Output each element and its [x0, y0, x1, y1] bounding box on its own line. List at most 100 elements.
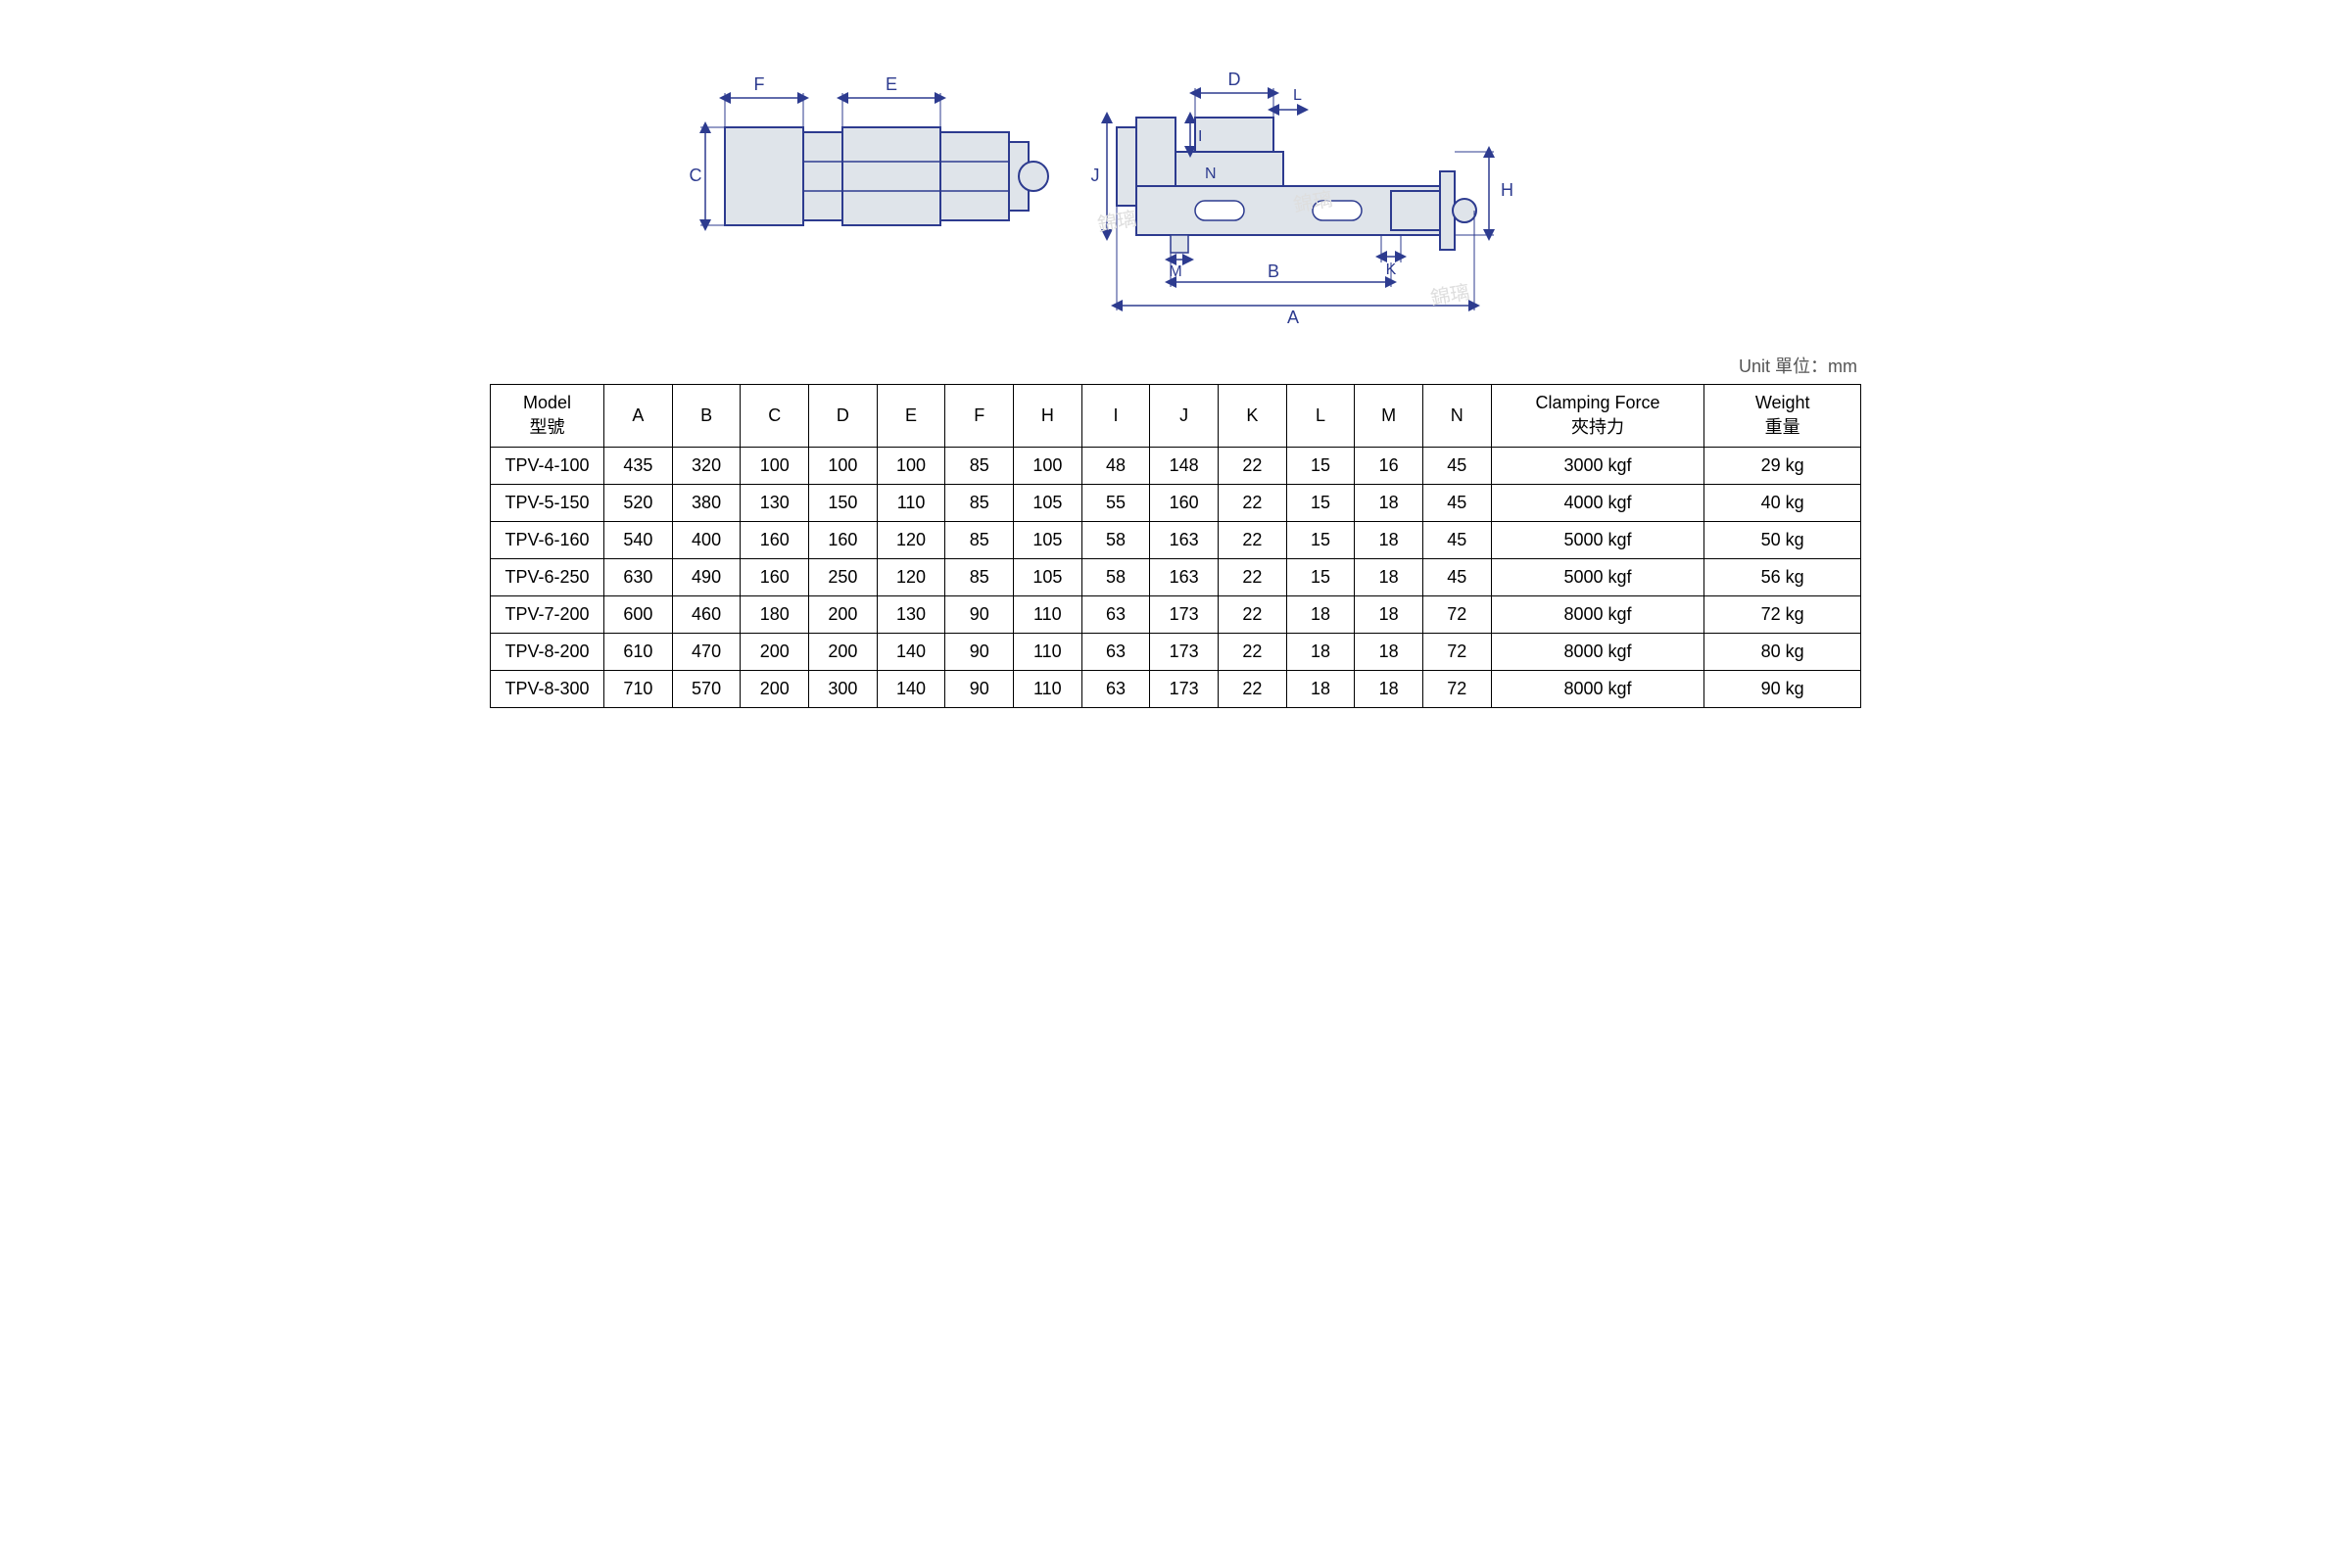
value-cell: 72: [1422, 634, 1491, 671]
col-header: H: [1014, 385, 1082, 448]
col-header: Weight重量: [1704, 385, 1861, 448]
value-cell: 460: [672, 596, 741, 634]
value-cell: 100: [1014, 448, 1082, 485]
value-cell: 90: [945, 596, 1014, 634]
value-cell: 600: [604, 596, 673, 634]
value-cell: 18: [1286, 634, 1355, 671]
value-cell: 22: [1219, 634, 1287, 671]
value-cell: 18: [1355, 485, 1423, 522]
value-cell: 18: [1286, 596, 1355, 634]
value-cell: 72: [1422, 596, 1491, 634]
col-header: F: [945, 385, 1014, 448]
col-header: Model型號: [491, 385, 604, 448]
value-cell: 40 kg: [1704, 485, 1861, 522]
value-cell: 18: [1355, 559, 1423, 596]
value-cell: 22: [1219, 671, 1287, 708]
table-row: TPV-6-1605404001601601208510558163221518…: [491, 522, 1861, 559]
col-header: D: [809, 385, 878, 448]
value-cell: 160: [741, 522, 809, 559]
value-cell: 48: [1081, 448, 1150, 485]
value-cell: 130: [741, 485, 809, 522]
value-cell: 45: [1422, 485, 1491, 522]
value-cell: 45: [1422, 448, 1491, 485]
unit-label: Unit 單位：mm: [494, 353, 1857, 378]
value-cell: 400: [672, 522, 741, 559]
value-cell: 180: [741, 596, 809, 634]
table-row: TPV-4-1004353201001001008510048148221516…: [491, 448, 1861, 485]
table-row: TPV-5-1505203801301501108510555160221518…: [491, 485, 1861, 522]
value-cell: 200: [809, 634, 878, 671]
value-cell: 200: [809, 596, 878, 634]
value-cell: 22: [1219, 485, 1287, 522]
model-cell: TPV-4-100: [491, 448, 604, 485]
value-cell: 320: [672, 448, 741, 485]
value-cell: 173: [1150, 596, 1219, 634]
dim-label-F: F: [754, 74, 765, 94]
value-cell: 63: [1081, 596, 1150, 634]
value-cell: 8000 kgf: [1491, 634, 1704, 671]
value-cell: 8000 kgf: [1491, 671, 1704, 708]
value-cell: 130: [877, 596, 945, 634]
value-cell: 18: [1355, 671, 1423, 708]
dim-label-L: L: [1293, 87, 1302, 104]
value-cell: 163: [1150, 559, 1219, 596]
col-header: M: [1355, 385, 1423, 448]
value-cell: 100: [877, 448, 945, 485]
value-cell: 105: [1014, 559, 1082, 596]
value-cell: 15: [1286, 485, 1355, 522]
value-cell: 63: [1081, 634, 1150, 671]
table-row: TPV-6-2506304901602501208510558163221518…: [491, 559, 1861, 596]
value-cell: 55: [1081, 485, 1150, 522]
col-header: K: [1219, 385, 1287, 448]
value-cell: 45: [1422, 522, 1491, 559]
value-cell: 22: [1219, 448, 1287, 485]
value-cell: 58: [1081, 522, 1150, 559]
diagram-region: F E C: [490, 39, 1861, 333]
table-row: TPV-8-2006104702002001409011063173221818…: [491, 634, 1861, 671]
dim-label-N: N: [1205, 166, 1217, 182]
table-row: TPV-7-2006004601802001309011063173221818…: [491, 596, 1861, 634]
value-cell: 85: [945, 522, 1014, 559]
table-body: TPV-4-1004353201001001008510048148221516…: [491, 448, 1861, 708]
value-cell: 160: [809, 522, 878, 559]
value-cell: 540: [604, 522, 673, 559]
value-cell: 5000 kgf: [1491, 522, 1704, 559]
value-cell: 15: [1286, 522, 1355, 559]
value-cell: 29 kg: [1704, 448, 1861, 485]
side-view: D L I N J H M: [1091, 70, 1514, 327]
table-head: Model型號ABCDEFHIJKLMNClamping Force夾持力Wei…: [491, 385, 1861, 448]
model-cell: TPV-8-300: [491, 671, 604, 708]
value-cell: 110: [877, 485, 945, 522]
col-header: N: [1422, 385, 1491, 448]
value-cell: 22: [1219, 596, 1287, 634]
col-header: E: [877, 385, 945, 448]
value-cell: 90: [945, 671, 1014, 708]
value-cell: 18: [1355, 522, 1423, 559]
col-header: A: [604, 385, 673, 448]
value-cell: 18: [1355, 596, 1423, 634]
value-cell: 160: [1150, 485, 1219, 522]
value-cell: 163: [1150, 522, 1219, 559]
value-cell: 45: [1422, 559, 1491, 596]
model-cell: TPV-8-200: [491, 634, 604, 671]
value-cell: 56 kg: [1704, 559, 1861, 596]
value-cell: 15: [1286, 559, 1355, 596]
value-cell: 148: [1150, 448, 1219, 485]
value-cell: 200: [741, 671, 809, 708]
dim-label-J: J: [1091, 166, 1100, 185]
value-cell: 150: [809, 485, 878, 522]
value-cell: 140: [877, 671, 945, 708]
value-cell: 105: [1014, 522, 1082, 559]
value-cell: 3000 kgf: [1491, 448, 1704, 485]
table-row: TPV-8-3007105702003001409011063173221818…: [491, 671, 1861, 708]
value-cell: 58: [1081, 559, 1150, 596]
value-cell: 90 kg: [1704, 671, 1861, 708]
value-cell: 120: [877, 559, 945, 596]
model-cell: TPV-5-150: [491, 485, 604, 522]
model-cell: TPV-7-200: [491, 596, 604, 634]
value-cell: 22: [1219, 522, 1287, 559]
value-cell: 173: [1150, 634, 1219, 671]
col-header: J: [1150, 385, 1219, 448]
value-cell: 85: [945, 559, 1014, 596]
value-cell: 380: [672, 485, 741, 522]
